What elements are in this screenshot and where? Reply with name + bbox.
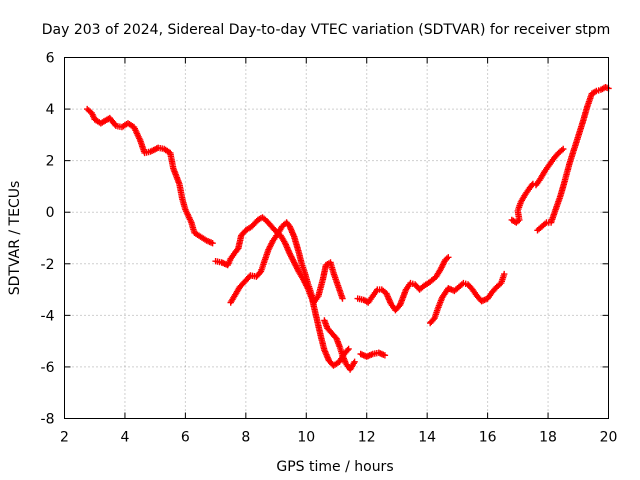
x-tick-label: 16	[479, 430, 497, 446]
series-arc-3	[227, 219, 346, 306]
x-tick-label: 14	[418, 430, 436, 446]
data-point	[501, 270, 508, 278]
y-tick-label: 2	[46, 154, 55, 170]
y-tick-label: 4	[46, 102, 55, 118]
series-arc-7	[427, 270, 508, 327]
x-tick-label: 4	[120, 430, 129, 446]
y-tick-label: -6	[41, 360, 55, 376]
data-point	[344, 347, 351, 354]
series-arc-10	[534, 84, 612, 234]
data-point	[339, 295, 346, 302]
y-axis-ticks: 6 4 2 0 -2 -4 -6 -8	[41, 51, 609, 428]
x-tick-label: 6	[181, 430, 190, 446]
x-tick-label: 2	[60, 430, 69, 446]
series-arc-4	[321, 317, 358, 373]
y-tick-label: 0	[46, 205, 55, 221]
y-tick-label: 6	[46, 51, 55, 67]
series-arc-1	[84, 105, 216, 247]
x-tick-label: 20	[600, 430, 618, 446]
data-point	[445, 254, 452, 261]
data-point	[209, 240, 216, 247]
x-tick-label: 18	[539, 430, 557, 446]
series-arc-5	[357, 349, 389, 360]
grid	[64, 57, 609, 419]
y-axis-label: SDTVAR / TECUs	[7, 181, 23, 296]
plot-frame	[64, 57, 609, 419]
series-arc-8	[508, 180, 537, 226]
data-point	[514, 218, 521, 225]
y-tick-label: -4	[41, 308, 55, 324]
x-tick-label: 8	[241, 430, 250, 446]
x-tick-label: 10	[297, 430, 315, 446]
data-points	[84, 84, 612, 373]
series-arc-9	[532, 145, 567, 189]
chart-title: Day 203 of 2024, Sidereal Day-to-day VTE…	[42, 22, 611, 38]
data-point	[560, 145, 567, 153]
data-point	[351, 358, 358, 365]
data-point	[381, 352, 389, 359]
data-point	[345, 345, 352, 353]
x-axis-label: GPS time / hours	[276, 459, 393, 475]
y-tick-label: -8	[41, 412, 55, 428]
y-tick-label: -2	[41, 257, 55, 273]
series-arc-2	[212, 214, 352, 369]
x-tick-label: 12	[358, 430, 376, 446]
data-point	[234, 246, 241, 253]
series-arc-6	[354, 254, 452, 314]
x-axis-ticks: 2 4 6 8 10 12 14 16 18 20	[60, 57, 618, 446]
